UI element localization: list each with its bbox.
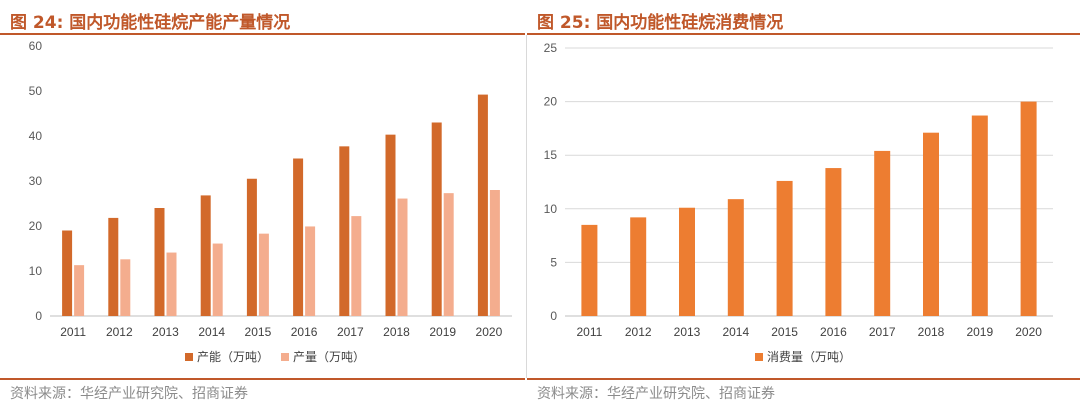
right-x-tick-label: 2019: [966, 325, 993, 339]
left-bar-2: [74, 265, 85, 316]
right-legend-swatch-1: [755, 353, 763, 361]
left-x-tick-label: 2014: [198, 325, 225, 339]
right-bar-1: [581, 224, 598, 316]
left-y-tick-label: 40: [29, 129, 43, 143]
right-bottom-rule: [527, 378, 1080, 380]
right-x-tick-label: 2016: [820, 325, 847, 339]
left-bar-1: [293, 158, 304, 316]
right-x-tick-label: 2011: [576, 325, 602, 339]
left-bar-2: [120, 259, 131, 316]
left-x-tick-label: 2011: [60, 325, 86, 339]
left-chart: 0 10 20 30 40 50 60 2011 2012 2013 2014 2015 2016 201…: [29, 39, 512, 364]
left-bar-1: [339, 146, 350, 316]
right-x-tick-label: 2015: [771, 325, 798, 339]
left-bar-2: [351, 216, 362, 316]
left-y-tick-label: 0: [35, 309, 42, 323]
right-y-tick-label: 15: [544, 148, 558, 162]
left-bar-1: [431, 122, 442, 316]
right-bar-1: [679, 207, 695, 316]
left-x-tick-label: 2013: [152, 325, 179, 339]
right-chart: 0 5 10 15 20 25 2011 2012 2013 2014 2015 2016 2017 20…: [544, 41, 1053, 364]
left-bar-1: [62, 230, 73, 316]
right-bar-1: [971, 115, 988, 316]
right-bar-1: [630, 217, 647, 316]
left-bar-1: [200, 195, 211, 316]
left-figure: 图 24: 国内功能性硅烷产能产量情况 0 10 20 30 40 50 60 2011 201…: [0, 0, 525, 411]
left-legend-swatch-1: [185, 353, 193, 361]
left-bar-1: [385, 134, 396, 316]
left-legend-label-2: 产量（万吨）: [293, 350, 365, 364]
left-bar-1: [477, 94, 488, 316]
right-bar-1: [1020, 101, 1037, 316]
left-y-tick-label: 50: [29, 84, 43, 98]
left-bottom-rule: [0, 378, 525, 380]
left-bar-2: [397, 198, 408, 316]
left-source-note: 资料来源：华经产业研究院、招商证券: [10, 386, 248, 402]
right-bar-1: [874, 150, 891, 316]
left-y-tick-label: 30: [29, 174, 43, 188]
right-title-rule: [527, 33, 1080, 35]
right-bar-1: [776, 180, 793, 316]
left-x-tick-label: 2016: [291, 325, 318, 339]
panel-divider: [526, 35, 527, 378]
right-y-tick-label: 20: [544, 95, 558, 109]
left-legend-label-1: 产能（万吨）: [197, 350, 269, 364]
right-x-tick-label: 2018: [918, 325, 945, 339]
left-bar-2: [305, 226, 316, 316]
left-title-rule: [0, 33, 525, 35]
left-legend-swatch-2: [281, 353, 289, 361]
right-y-tick-label: 25: [544, 41, 558, 55]
right-bar-1: [825, 168, 842, 316]
right-x-tick-label: 2017: [869, 325, 896, 339]
right-figure: 图 25: 国内功能性硅烷消费情况 0 5 10 15 20 25 2011 2012 2013…: [527, 0, 1080, 411]
right-bar-1: [923, 132, 939, 316]
right-figure-title: 图 25: 国内功能性硅烷消费情况: [537, 13, 784, 33]
left-bar-1: [246, 178, 257, 316]
left-x-tick-label: 2020: [476, 325, 503, 339]
left-bar-2: [258, 233, 269, 316]
left-bar-2: [489, 190, 500, 316]
left-x-tick-label: 2017: [337, 325, 364, 339]
left-bar-2: [443, 193, 454, 316]
left-figure-title: 图 24: 国内功能性硅烷产能产量情况: [10, 13, 291, 33]
right-y-tick-label: 10: [544, 202, 558, 216]
left-x-tick-label: 2018: [383, 325, 410, 339]
left-y-tick-label: 10: [29, 264, 43, 278]
right-x-tick-label: 2020: [1015, 325, 1042, 339]
right-bar-1: [727, 199, 744, 316]
left-x-tick-label: 2019: [429, 325, 456, 339]
right-x-tick-label: 2014: [722, 325, 749, 339]
left-y-tick-label: 20: [29, 219, 43, 233]
right-x-tick-label: 2012: [625, 325, 652, 339]
left-x-tick-label: 2012: [106, 325, 133, 339]
left-bar-2: [212, 243, 223, 316]
left-bar-1: [154, 208, 165, 316]
left-y-tick-label: 60: [29, 39, 43, 53]
right-y-tick-label: 0: [550, 309, 557, 323]
right-source-note: 资料来源：华经产业研究院、招商证券: [537, 386, 775, 402]
left-x-tick-label: 2015: [245, 325, 272, 339]
right-legend-label-1: 消费量（万吨）: [767, 350, 851, 364]
right-y-tick-label: 5: [550, 255, 557, 269]
right-x-tick-label: 2013: [674, 325, 701, 339]
left-bar-2: [166, 252, 177, 316]
left-bar-1: [108, 217, 119, 316]
